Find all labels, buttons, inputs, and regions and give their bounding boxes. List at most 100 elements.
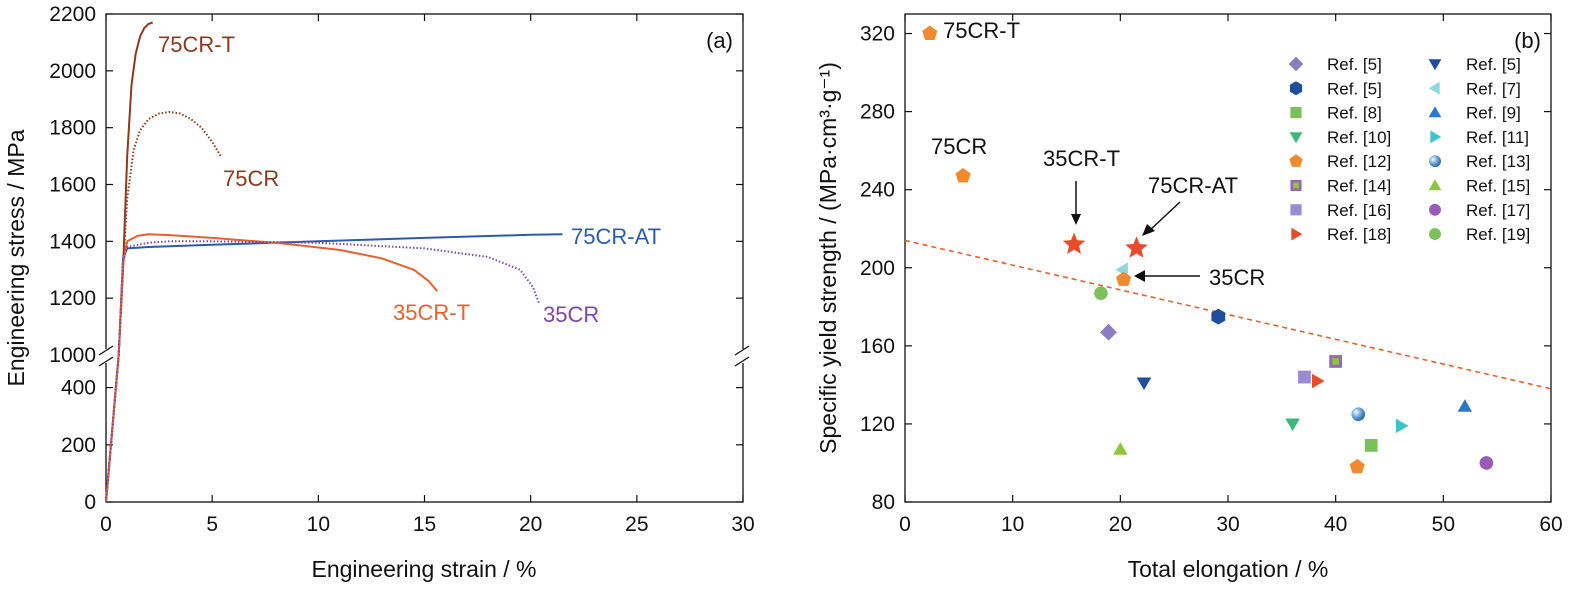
panel-a-x-label: Engineering strain / % [311,556,536,582]
y-tick-label: 280 [860,101,895,124]
x-tick-label: 30 [1216,513,1239,536]
label-75cr-at: 75CR-AT [571,224,661,249]
legend-label: Ref. [5] [1327,79,1382,98]
panel-b-x-label: Total elongation / % [1128,556,1329,582]
panel-a-y-label: Engineering stress / MPa [3,129,29,386]
legend-label: Ref. [18] [1327,225,1391,244]
ref-point-marker [1351,407,1366,421]
y-tick-label: 400 [61,377,96,400]
legend-marker [1289,132,1303,144]
y-tick-label: 200 [860,257,895,280]
legend-label: Ref. [8] [1327,104,1382,123]
legend-marker [1428,179,1442,191]
ref-point-marker [1100,323,1117,341]
x-tick-label: 15 [413,513,436,536]
legend-label: Ref. [5] [1466,55,1521,74]
y-tick-label: 2000 [49,60,96,83]
legend-label: Ref. [17] [1466,201,1530,220]
label-75cr: 75CR [223,166,279,191]
curve-35cr [105,240,541,503]
y-tick-label: 1600 [49,174,96,197]
ref-point-marker [1298,370,1311,384]
panel-b: 0 10 20 30 40 50 60 80 120 160 200 240 280 320 Ref. … [815,13,1563,582]
legend-label: Ref. [12] [1327,152,1391,171]
y-tick-label: 160 [860,335,895,358]
ref-point-marker [1136,377,1152,391]
label-35cr-t: 35CR-T [393,300,470,325]
curve-75cr [105,111,222,503]
ref-point-marker [1457,399,1473,412]
y-tick-label: 1800 [49,117,96,140]
panel-a: 0 5 10 15 20 25 30 0 200 400 1000 1200 1400 1600 1800… [3,3,755,582]
legend-label: Ref. [14] [1327,177,1391,196]
legend-label: Ref. [5] [1327,55,1382,74]
y-tick-label: 1400 [49,230,96,253]
ref-point-marker [1113,442,1128,455]
legend-marker [1289,81,1303,96]
x-tick-label: 0 [100,513,112,536]
x-tick-label: 40 [1324,513,1347,536]
annotation-arrows [1071,181,1200,282]
legend-marker [1428,81,1440,95]
point-label-75cr-at: 75CR-AT [1148,173,1238,198]
y-tick-label: 1200 [49,287,96,310]
ref-point-marker-inset [1332,358,1339,365]
panel-a-curves [105,21,563,503]
panel-b-y-ticks: 80 120 160 200 240 280 320 [860,23,1551,514]
panel-a-y-ticks: 0 200 400 1000 1200 1400 1600 1800 2000 2200 [49,3,743,514]
panel-b-tag: (b) [1514,28,1541,53]
label-75cr-t: 75CR-T [158,32,235,57]
point-label-35cr: 35CR [1209,265,1265,290]
point-label-75cr-t: 75CR-T [943,18,1020,43]
point-75cr [955,168,971,183]
legend-marker [1429,203,1441,216]
reference-points [1094,262,1494,474]
y-tick-label: 0 [84,491,96,514]
axis-break-marks [98,345,750,367]
point-label-35cr-t: 35CR-T [1043,146,1120,171]
panel-a-tag: (a) [706,28,733,53]
legend-marker [1428,106,1442,118]
legend-label: Ref. [16] [1327,201,1391,220]
y-tick-label: 200 [61,434,96,457]
legend-label: Ref. [15] [1466,177,1530,196]
point-75cr-t [922,25,938,40]
legend-marker [1430,130,1442,144]
x-tick-label: 0 [899,513,911,536]
ref-point-marker [1479,456,1494,470]
legend-marker-inset [1293,182,1299,189]
legend: Ref. [5] Ref. [5] Ref. [8] Ref. [10] Ref. [1… [1288,55,1530,244]
legend-marker [1289,154,1303,167]
legend-label: Ref. [11] [1466,128,1529,147]
x-tick-label: 10 [307,513,330,536]
ref-point-marker [1312,373,1325,389]
legend-label: Ref. [10] [1327,128,1391,147]
point-75cr-at [1125,236,1148,258]
point-35cr [1116,271,1132,286]
legend-label: Ref. [19] [1466,225,1530,244]
legend-marker [1291,227,1303,241]
x-tick-label: 5 [206,513,218,536]
ref-point-marker [1395,418,1409,434]
y-tick-label: 320 [860,23,895,46]
y-tick-label: 240 [860,179,895,202]
panel-b-frame [904,13,1552,503]
label-35cr: 35CR [543,302,599,327]
panel-b-y-label: Specific yield strength / (MPa·cm³·g⁻¹) [815,62,841,454]
x-tick-label: 10 [1001,513,1024,536]
ref-point-marker [1364,438,1378,452]
legend-label: Ref. [7] [1466,79,1521,98]
legend-marker [1290,107,1302,119]
legend-marker [1290,204,1302,216]
y-tick-label: 2200 [49,3,96,26]
panel-a-x-ticks: 0 5 10 15 20 25 30 [100,14,755,536]
x-tick-label: 20 [519,513,542,536]
y-tick-label: 1000 [49,344,96,367]
ref-point-marker [1285,418,1300,432]
legend-marker [1428,59,1442,71]
trend-line [904,239,1552,390]
y-tick-label: 80 [872,491,895,514]
legend-label: Ref. [9] [1466,104,1521,123]
curve-75cr-at [105,233,563,503]
